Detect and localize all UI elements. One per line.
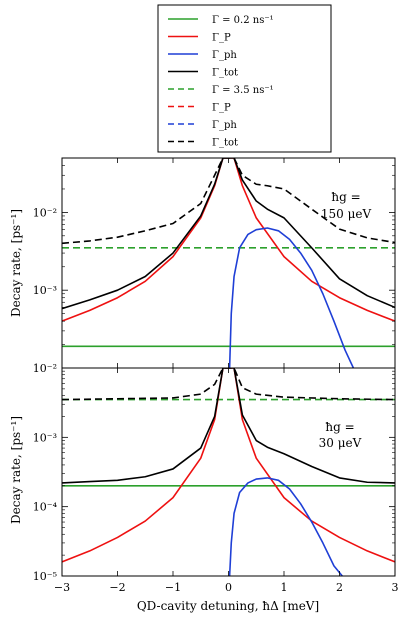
chart-panel-top: 10⁻³ 10⁻² ħg = 150 μeV Decay rate, [ps⁻¹] — [9, 157, 396, 369]
series-line-p-p0-2 — [62, 158, 395, 322]
x-tick-label-2: −1 — [165, 581, 181, 594]
x-tick-label-1: −2 — [109, 581, 125, 594]
annotation-bottom-line1: ħg = — [325, 420, 354, 434]
legend-label-4: Γ = 3.5 ns⁻¹ — [212, 85, 274, 96]
legend-label-1: Γ_P — [212, 33, 231, 44]
x-tick-label-3: 0 — [225, 581, 232, 594]
series-line-p-p1-2 — [62, 368, 395, 563]
y-tick-label-p1-1: 10⁻⁴ — [33, 501, 58, 514]
legend-label-6: Γ_ph — [212, 120, 237, 131]
x-axis-label: QD-cavity detuning, ħΔ [meV] — [137, 599, 319, 613]
x-tick-label-5: 2 — [336, 581, 343, 594]
legend-label-7: Γ_tot — [212, 138, 238, 149]
annotation-top-line1: ħg = — [331, 190, 360, 204]
series-line-tot-dashed-p0-5 — [62, 158, 395, 245]
series-line-ph-p0-3 — [228, 227, 355, 368]
axes-frame-bottom — [61, 367, 396, 577]
legend-frame — [157, 4, 332, 153]
series-line-tot-p1-4 — [62, 368, 395, 484]
series-line-tot-p0-4 — [62, 158, 395, 310]
x-tick-label-6: 3 — [392, 581, 399, 594]
y-axis-label-top: Decay rate, [ps⁻¹] — [9, 209, 23, 317]
series-line-tot-dashed-p1-5 — [62, 368, 395, 401]
legend-label-0: Γ = 0.2 ns⁻¹ — [212, 15, 274, 26]
x-tick-label-0: −3 — [54, 581, 70, 594]
chart-panel-bottom: −3 −2 −1 0 1 2 3 10⁻⁵ 10⁻⁴ 10⁻³ 10⁻² ħg = 30 μeV D… — [9, 362, 399, 613]
annotation-top-line2: 150 μeV — [321, 207, 372, 221]
y-tick-label-p0-1: 10⁻² — [33, 206, 57, 219]
x-tick-label-4: 1 — [281, 581, 288, 594]
y-tick-label-p1-3: 10⁻² — [33, 362, 57, 375]
legend: Γ = 0.2 ns⁻¹ Γ_P Γ_ph Γ_tot Γ = 3.5 ns⁻¹ Γ_P Γ… — [157, 4, 332, 153]
legend-label-5: Γ_P — [212, 103, 231, 114]
y-tick-label-p0-0: 10⁻³ — [33, 284, 57, 297]
y-tick-label-p1-2: 10⁻³ — [33, 431, 57, 444]
series-line-ph-p1-3 — [228, 477, 343, 576]
y-axis-label-bottom: Decay rate, [ps⁻¹] — [9, 416, 23, 524]
annotation-bottom-line2: 30 μeV — [319, 436, 362, 450]
legend-label-3: Γ_tot — [212, 68, 238, 79]
y-tick-label-p1-0: 10⁻⁵ — [33, 570, 57, 583]
legend-label-2: Γ_ph — [212, 50, 237, 61]
